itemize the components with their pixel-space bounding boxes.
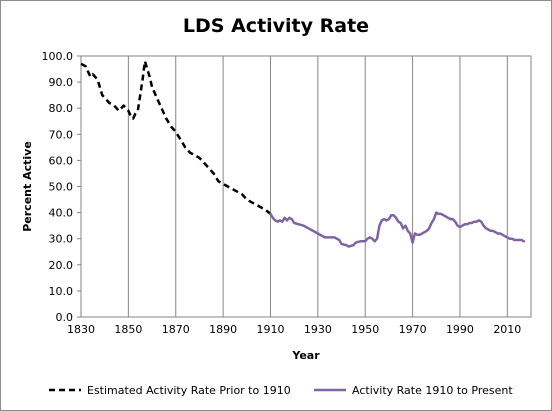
x-axis-ticks: 1830 1850 1870 1890 1910 1930 1950 1970 1990 2010: [67, 323, 521, 336]
series-layer: [80, 59, 526, 248]
y-tick-label: 10.0: [49, 285, 74, 298]
x-tick-label: 1950: [351, 323, 379, 336]
x-axis-label: Year: [291, 349, 320, 362]
y-tick-label: 60.0: [49, 154, 74, 167]
y-tick-label: 40.0: [49, 207, 74, 220]
x-tick-label: 1830: [67, 323, 95, 336]
series-line-2: [269, 211, 526, 248]
y-tick-label: 30.0: [49, 233, 74, 246]
legend-label-1: Estimated Activity Rate Prior to 1910: [87, 384, 291, 397]
y-tick-label: 0.0: [56, 311, 74, 324]
y-tick-label: 70.0: [49, 128, 74, 141]
x-tick-label: 1870: [162, 323, 190, 336]
x-tick-label: 1990: [446, 323, 474, 336]
y-tick-label: 20.0: [49, 259, 74, 272]
x-tick-label: 1930: [304, 323, 332, 336]
x-tick-label: 1910: [256, 323, 284, 336]
y-tick-label: 50.0: [49, 181, 74, 194]
y-tick-label: 90.0: [49, 76, 74, 89]
series-line-1: [80, 59, 272, 215]
x-tick-label: 1890: [209, 323, 237, 336]
x-tick-label: 2010: [493, 323, 521, 336]
y-axis-label: Percent Active: [21, 141, 34, 232]
legend-label-2: Activity Rate 1910 to Present: [352, 384, 513, 397]
y-tick-label: 80.0: [49, 102, 74, 115]
y-tick-label: 100.0: [42, 50, 74, 63]
y-axis-ticks: 0.0 10.0 20.0 30.0 40.0 50.0 60.0 70.0 80.0 90.0 1…: [42, 50, 81, 324]
x-tick-label: 1970: [399, 323, 427, 336]
grid-lines: [80, 56, 508, 317]
chart-title: LDS Activity Rate: [183, 15, 369, 37]
x-tick-label: 1850: [114, 323, 142, 336]
legend: Estimated Activity Rate Prior to 1910 Act…: [49, 384, 513, 397]
plot-area: [80, 55, 532, 318]
